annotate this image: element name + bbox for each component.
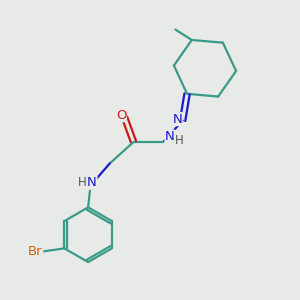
Text: N: N xyxy=(172,112,182,126)
Text: Br: Br xyxy=(28,245,43,258)
Text: O: O xyxy=(116,109,126,122)
Text: H: H xyxy=(78,176,86,189)
Text: N: N xyxy=(165,130,175,143)
Text: N: N xyxy=(87,176,97,189)
Text: H: H xyxy=(175,134,184,147)
